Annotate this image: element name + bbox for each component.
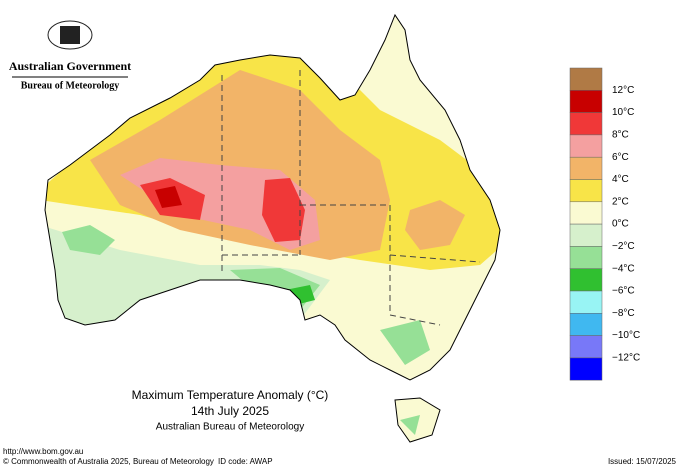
legend-swatch — [569, 201, 603, 225]
legend-swatch — [569, 156, 603, 180]
gov-subtitle: Bureau of Meteorology — [21, 80, 120, 91]
legend-label: 4°C — [612, 174, 629, 185]
legend-label: −12°C — [612, 353, 640, 364]
gov-title: Australian Government — [9, 59, 131, 73]
state-borders — [221, 70, 481, 326]
legend-label: 8°C — [612, 130, 629, 141]
legend-swatch — [569, 90, 603, 113]
id-code: ID code: AWAP — [218, 457, 273, 466]
coastline — [44, 13, 501, 443]
legend-swatch — [569, 335, 603, 359]
url: http://www.bom.gov.au — [3, 447, 83, 456]
issued: Issued: 15/07/2025 — [608, 457, 677, 466]
logo — [47, 20, 93, 50]
legend-label: −8°C — [612, 308, 635, 319]
legend-label: 2°C — [612, 196, 629, 207]
legend-label: −4°C — [612, 263, 635, 274]
legend-label: −2°C — [612, 241, 635, 252]
legend-swatch — [569, 246, 603, 269]
legend-swatch — [569, 313, 603, 336]
legend-swatch — [569, 179, 603, 203]
legend-label: −10°C — [612, 330, 640, 341]
legend-swatch — [569, 223, 603, 247]
legend-swatch — [569, 134, 603, 158]
legend-label: 0°C — [612, 219, 629, 230]
title: Maximum Temperature Anomaly (°C) — [132, 388, 329, 402]
legend-swatch — [569, 112, 603, 136]
source: Australian Bureau of Meteorology — [156, 422, 304, 433]
copyright: © Commonwealth of Australia 2025, Bureau… — [3, 457, 214, 466]
legend-label: 6°C — [612, 152, 629, 163]
legend-swatch — [569, 290, 603, 314]
legend: 12°C 10°C 8°C 6°C 4°C 2°C 0°C −2°C −4°C −6°C −8°C −… — [569, 67, 640, 381]
map — [45, 15, 500, 442]
legend-swatch — [569, 67, 603, 91]
legend-label: 12°C — [612, 85, 634, 96]
date: 14th July 2025 — [191, 404, 269, 418]
legend-label: 10°C — [612, 107, 634, 118]
legend-swatch — [569, 268, 603, 292]
legend-swatch — [569, 357, 603, 381]
legend-label: −6°C — [612, 286, 635, 297]
